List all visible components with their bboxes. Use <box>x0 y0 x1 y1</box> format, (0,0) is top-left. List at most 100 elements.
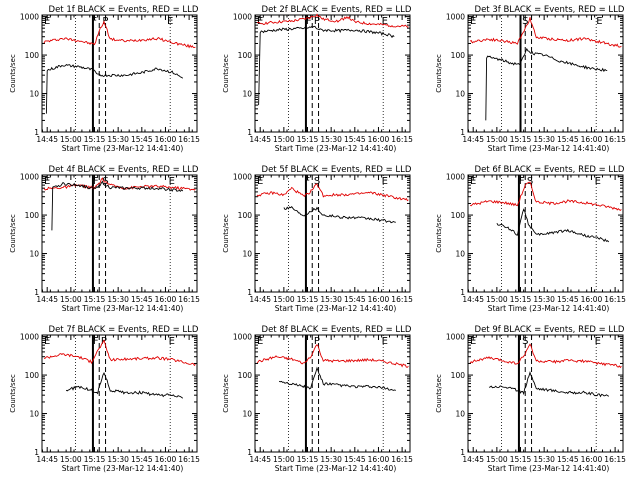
flag-label: E <box>169 176 175 187</box>
x-tick-label: 16:15 <box>391 455 413 464</box>
x-tick-label: 16:00 <box>368 295 390 304</box>
y-tick-label: 10 <box>29 90 39 99</box>
x-tick-label: 15:30 <box>107 455 129 464</box>
y-axis-label: Counts/sec <box>435 374 443 413</box>
x-tick-label: 14:45 <box>249 455 271 464</box>
flag-label: F <box>91 16 97 27</box>
flag-label: E <box>257 336 263 347</box>
flag-label: F <box>93 336 99 347</box>
x-tick-label: 15:00 <box>60 295 82 304</box>
x-tick-label: 15:15 <box>297 135 319 144</box>
events-series-line <box>45 64 184 114</box>
x-tick-label: 15:30 <box>533 455 555 464</box>
flag-label: F <box>306 16 312 27</box>
panel-det-5: Det 5f BLACK = Events, RED = LLD 1 10 100 10… <box>222 165 413 313</box>
x-tick-label: 16:15 <box>178 455 200 464</box>
y-axis-label: Counts/sec <box>435 214 443 253</box>
x-tick-label: 16:00 <box>155 455 177 464</box>
y-tick-label: 1000 <box>20 333 39 342</box>
panel-title: Det 4f BLACK = Events, RED = LLD <box>49 165 199 175</box>
x-tick-label: 15:30 <box>107 135 129 144</box>
y-axis-label: Counts/sec <box>9 214 17 253</box>
x-tick-label: 15:00 <box>273 295 295 304</box>
flag-label: F <box>93 176 99 187</box>
plot-frame <box>254 334 411 453</box>
x-tick-label: 16:15 <box>604 295 626 304</box>
panel-det-9: Det 9f BLACK = Events, RED = LLD 1 10 100 10… <box>435 325 626 473</box>
x-tick-label: 15:45 <box>131 455 153 464</box>
flag-label: E <box>257 16 263 27</box>
flag-label: P <box>102 16 108 27</box>
x-tick-label: 16:00 <box>581 295 603 304</box>
plot-frame <box>41 14 198 133</box>
x-tick-label: 14:45 <box>249 295 271 304</box>
x-tick-label: 14:45 <box>36 135 58 144</box>
y-tick-label: 1 <box>460 128 465 137</box>
y-tick-label: 10 <box>29 250 39 259</box>
x-axis-label: Start Time (23-Mar-12 14:41:40) <box>62 144 184 153</box>
y-axis-label: Counts/sec <box>222 214 230 253</box>
x-tick-label: 16:15 <box>178 135 200 144</box>
panel-det-4: Det 4f BLACK = Events, RED = LLD 1 10 100 10… <box>9 165 200 313</box>
flag-label: S <box>527 176 533 187</box>
flag-label: E <box>470 16 476 27</box>
x-axis-label: Start Time (23-Mar-12 14:41:40) <box>488 144 610 153</box>
plot-frame <box>254 174 411 293</box>
x-axis-label: Start Time (23-Mar-12 14:41:40) <box>488 464 610 473</box>
flag-label: E <box>44 336 50 347</box>
flag-label: E <box>595 176 601 187</box>
y-tick-label: 10 <box>29 410 39 419</box>
events-series-line <box>485 47 608 121</box>
flag-label: E <box>382 176 388 187</box>
x-tick-label: 16:15 <box>604 135 626 144</box>
flag-label: E <box>596 16 602 27</box>
y-tick-label: 1 <box>34 448 39 457</box>
x-tick-label: 15:15 <box>510 295 532 304</box>
lld-series-line <box>256 344 409 368</box>
plot-frame <box>41 334 198 453</box>
panel-title: Det 2f BLACK = Events, RED = LLD <box>262 5 412 15</box>
x-tick-label: 15:15 <box>510 135 532 144</box>
x-tick-label: 15:15 <box>297 295 319 304</box>
x-tick-label: 16:00 <box>368 135 390 144</box>
y-tick-label: 10 <box>242 250 252 259</box>
lld-series-line <box>469 181 622 211</box>
y-tick-label: 1000 <box>446 13 465 22</box>
flag-label: S <box>522 336 528 347</box>
y-tick-label: 100 <box>451 211 466 220</box>
y-tick-label: 1 <box>247 448 252 457</box>
panel-det-7: Det 7f BLACK = Events, RED = LLD 1 10 100 10… <box>9 325 200 473</box>
x-axis-label: Start Time (23-Mar-12 14:41:40) <box>275 464 397 473</box>
flag-label: E <box>44 16 50 27</box>
x-tick-label: 15:45 <box>344 455 366 464</box>
x-tick-label: 15:00 <box>273 455 295 464</box>
x-tick-label: 15:15 <box>510 455 532 464</box>
x-tick-label: 15:00 <box>60 455 82 464</box>
x-tick-label: 16:00 <box>155 295 177 304</box>
y-axis-label: Counts/sec <box>222 374 230 413</box>
x-tick-label: 15:45 <box>131 135 153 144</box>
flag-label: E <box>169 336 175 347</box>
x-tick-label: 14:45 <box>249 135 271 144</box>
y-tick-label: 10 <box>242 410 252 419</box>
flag-label: P <box>314 16 320 27</box>
y-axis-label: Counts/sec <box>435 54 443 93</box>
panel-det-2: Det 2f BLACK = Events, RED = LLD 1 10 100 10… <box>222 5 413 153</box>
y-tick-label: 100 <box>238 211 253 220</box>
y-tick-label: 10 <box>455 250 465 259</box>
y-tick-label: 1000 <box>233 173 252 182</box>
x-tick-label: 16:15 <box>604 455 626 464</box>
panel-title: Det 3f BLACK = Events, RED = LLD <box>475 5 625 15</box>
events-series-line <box>258 25 395 106</box>
y-tick-label: 100 <box>238 371 253 380</box>
lld-series-line <box>43 339 196 367</box>
x-tick-label: 15:45 <box>344 295 366 304</box>
lld-series-line <box>469 343 622 369</box>
flag-label: S <box>522 16 528 27</box>
x-tick-label: 14:45 <box>36 455 58 464</box>
x-tick-label: 15:45 <box>557 455 579 464</box>
x-tick-label: 15:45 <box>344 135 366 144</box>
lld-series-line <box>43 20 196 49</box>
x-tick-label: 16:00 <box>581 455 603 464</box>
